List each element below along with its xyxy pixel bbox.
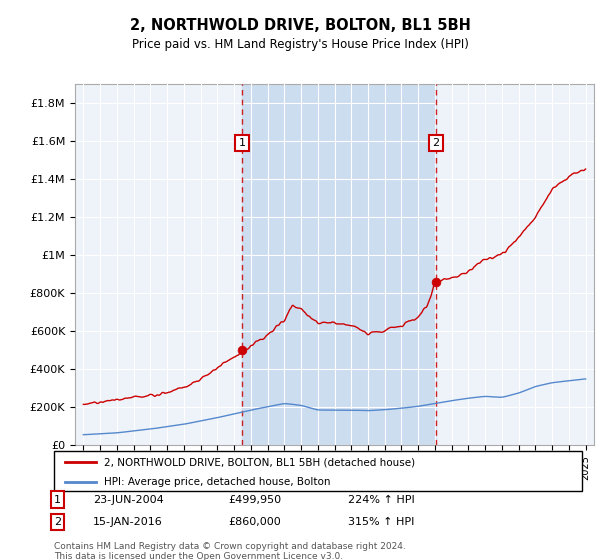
Text: 1: 1 — [54, 494, 61, 505]
Bar — [242, 84, 436, 445]
Text: 2: 2 — [54, 517, 61, 527]
Text: 23-JUN-2004: 23-JUN-2004 — [93, 494, 164, 505]
Point — [431, 277, 440, 286]
Text: 1: 1 — [239, 138, 245, 148]
Text: £499,950: £499,950 — [228, 494, 281, 505]
Text: HPI: Average price, detached house, Bolton: HPI: Average price, detached house, Bolt… — [104, 477, 331, 487]
Point — [237, 346, 247, 354]
Text: 2, NORTHWOLD DRIVE, BOLTON, BL1 5BH: 2, NORTHWOLD DRIVE, BOLTON, BL1 5BH — [130, 18, 470, 33]
Text: 2: 2 — [432, 138, 439, 148]
Text: 315% ↑ HPI: 315% ↑ HPI — [348, 517, 415, 527]
Text: £860,000: £860,000 — [228, 517, 281, 527]
Text: 2, NORTHWOLD DRIVE, BOLTON, BL1 5BH (detached house): 2, NORTHWOLD DRIVE, BOLTON, BL1 5BH (det… — [104, 457, 415, 467]
Text: 224% ↑ HPI: 224% ↑ HPI — [348, 494, 415, 505]
Text: 15-JAN-2016: 15-JAN-2016 — [93, 517, 163, 527]
Text: Contains HM Land Registry data © Crown copyright and database right 2024.
This d: Contains HM Land Registry data © Crown c… — [54, 542, 406, 560]
Text: Price paid vs. HM Land Registry's House Price Index (HPI): Price paid vs. HM Land Registry's House … — [131, 38, 469, 50]
